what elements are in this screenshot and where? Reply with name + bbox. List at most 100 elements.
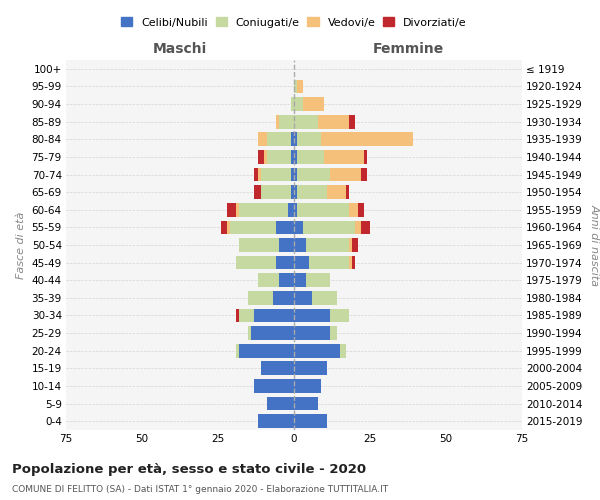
Bar bbox=[266, 396, 294, 410]
Bar bbox=[236, 308, 239, 322]
Bar bbox=[297, 150, 325, 164]
Bar bbox=[248, 291, 273, 304]
Bar bbox=[309, 256, 349, 270]
Bar bbox=[294, 203, 297, 216]
Bar bbox=[257, 132, 266, 146]
Bar bbox=[221, 220, 227, 234]
Bar bbox=[260, 186, 291, 199]
Bar bbox=[294, 132, 297, 146]
Text: Popolazione per età, sesso e stato civile - 2020: Popolazione per età, sesso e stato civil… bbox=[12, 462, 366, 475]
Bar bbox=[294, 291, 312, 304]
Bar bbox=[254, 186, 260, 199]
Bar bbox=[352, 238, 358, 252]
Bar bbox=[328, 186, 346, 199]
Bar bbox=[251, 326, 294, 340]
Bar bbox=[294, 396, 319, 410]
Bar bbox=[294, 326, 331, 340]
Bar bbox=[263, 150, 266, 164]
Bar bbox=[346, 186, 349, 199]
Bar bbox=[331, 168, 361, 181]
Bar bbox=[352, 256, 355, 270]
Bar bbox=[254, 168, 257, 181]
Bar bbox=[227, 203, 236, 216]
Bar bbox=[276, 220, 294, 234]
Bar bbox=[239, 344, 294, 358]
Y-axis label: Anni di nascita: Anni di nascita bbox=[590, 204, 599, 286]
Bar bbox=[361, 220, 370, 234]
Bar bbox=[306, 274, 331, 287]
Bar bbox=[257, 168, 260, 181]
Bar bbox=[294, 115, 319, 128]
Bar bbox=[331, 326, 337, 340]
Bar bbox=[349, 238, 352, 252]
Bar bbox=[364, 150, 367, 164]
Bar bbox=[294, 220, 303, 234]
Bar bbox=[297, 203, 349, 216]
Bar bbox=[294, 168, 297, 181]
Bar bbox=[257, 414, 294, 428]
Bar bbox=[291, 150, 294, 164]
Bar bbox=[291, 168, 294, 181]
Bar bbox=[331, 308, 349, 322]
Bar bbox=[294, 80, 297, 94]
Bar bbox=[279, 238, 294, 252]
Bar bbox=[361, 168, 367, 181]
Bar bbox=[227, 220, 230, 234]
Bar bbox=[319, 115, 349, 128]
Bar bbox=[257, 150, 263, 164]
Y-axis label: Fasce di età: Fasce di età bbox=[16, 212, 26, 278]
Bar bbox=[257, 274, 279, 287]
Bar bbox=[239, 308, 254, 322]
Bar bbox=[294, 414, 328, 428]
Bar bbox=[276, 256, 294, 270]
Bar bbox=[340, 344, 346, 358]
Bar bbox=[276, 115, 279, 128]
Bar bbox=[294, 379, 322, 393]
Bar bbox=[294, 186, 297, 199]
Bar bbox=[248, 326, 251, 340]
Bar bbox=[279, 274, 294, 287]
Text: Maschi: Maschi bbox=[153, 42, 207, 56]
Bar bbox=[303, 97, 325, 111]
Bar bbox=[297, 80, 303, 94]
Bar bbox=[236, 344, 239, 358]
Bar bbox=[312, 291, 337, 304]
Bar bbox=[297, 168, 331, 181]
Bar bbox=[294, 274, 306, 287]
Bar bbox=[260, 362, 294, 375]
Bar bbox=[239, 238, 279, 252]
Bar bbox=[355, 220, 361, 234]
Bar bbox=[294, 97, 303, 111]
Bar bbox=[294, 238, 306, 252]
Bar bbox=[294, 256, 309, 270]
Bar bbox=[294, 344, 340, 358]
Bar bbox=[239, 203, 288, 216]
Bar bbox=[273, 291, 294, 304]
Bar bbox=[294, 150, 297, 164]
Bar bbox=[236, 203, 239, 216]
Bar bbox=[325, 150, 364, 164]
Bar bbox=[291, 132, 294, 146]
Bar bbox=[349, 256, 352, 270]
Bar bbox=[279, 115, 294, 128]
Bar bbox=[358, 203, 364, 216]
Bar bbox=[254, 379, 294, 393]
Bar bbox=[349, 203, 358, 216]
Bar bbox=[288, 203, 294, 216]
Bar bbox=[230, 220, 276, 234]
Bar bbox=[306, 238, 349, 252]
Bar bbox=[236, 256, 276, 270]
Bar bbox=[254, 308, 294, 322]
Bar bbox=[322, 132, 413, 146]
Text: COMUNE DI FELITTO (SA) - Dati ISTAT 1° gennaio 2020 - Elaborazione TUTTITALIA.IT: COMUNE DI FELITTO (SA) - Dati ISTAT 1° g… bbox=[12, 485, 388, 494]
Bar bbox=[266, 150, 291, 164]
Bar bbox=[294, 308, 331, 322]
Bar bbox=[291, 97, 294, 111]
Bar bbox=[297, 132, 322, 146]
Bar bbox=[294, 362, 328, 375]
Text: Femmine: Femmine bbox=[373, 42, 443, 56]
Bar bbox=[297, 186, 328, 199]
Bar bbox=[260, 168, 291, 181]
Legend: Celibi/Nubili, Coniugati/e, Vedovi/e, Divorziati/e: Celibi/Nubili, Coniugati/e, Vedovi/e, Di… bbox=[118, 14, 470, 31]
Bar bbox=[303, 220, 355, 234]
